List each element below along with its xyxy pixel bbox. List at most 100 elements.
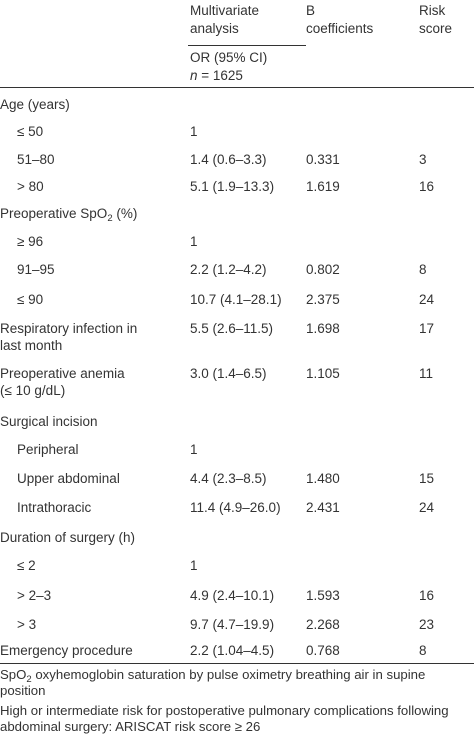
footnote-spo2-sub: 2 bbox=[26, 674, 32, 685]
row-label: Surgical incision bbox=[0, 413, 98, 430]
table-row: Peripheral 1 bbox=[0, 441, 474, 462]
cell-or: 1 bbox=[190, 234, 198, 249]
cell-risk-score: 16 bbox=[419, 179, 435, 194]
row-label: Preoperative SpO2 (%) bbox=[0, 205, 138, 224]
table-row: ≤ 90 10.7 (4.1–28.1) 2.375 24 bbox=[0, 291, 474, 312]
cell-b-coefficient: 1.593 bbox=[306, 588, 340, 603]
table-row: Preoperative SpO2 (%) bbox=[0, 205, 474, 226]
table-row: Respiratory infection in last month 5.5 (2… bbox=[0, 320, 474, 356]
cell-b-coefficient: 0.768 bbox=[306, 643, 340, 658]
cell-or: 4.4 (2.3–8.5) bbox=[190, 471, 267, 486]
row-label: Upper abdominal bbox=[17, 470, 120, 487]
row-label: > 2–3 bbox=[17, 587, 51, 604]
cell-or: 10.7 (4.1–28.1) bbox=[190, 292, 282, 307]
row-label: ≥ 96 bbox=[17, 233, 43, 250]
table-row: ≤ 2 1 bbox=[0, 557, 474, 578]
header-or: OR (95% CI) n = 1625 bbox=[190, 49, 267, 84]
cell-or: 1 bbox=[190, 442, 198, 457]
cell-b-coefficient: 1.619 bbox=[306, 179, 340, 194]
bottom-rule bbox=[0, 663, 474, 664]
row-label: > 80 bbox=[17, 178, 44, 195]
row-label-line1: Duration of surgery (h) bbox=[0, 530, 136, 545]
row-label-line2: last month bbox=[0, 338, 63, 353]
header-b-coefficients: B coefficients bbox=[306, 2, 373, 37]
header-n-value: = 1625 bbox=[197, 67, 243, 83]
cell-b-coefficient: 0.331 bbox=[306, 152, 340, 167]
row-label: 51–80 bbox=[17, 151, 55, 168]
row-label-line1: ≤ 50 bbox=[17, 124, 44, 139]
cell-or: 1.4 (0.6–3.3) bbox=[190, 152, 267, 167]
header-n: n = 1625 bbox=[190, 67, 267, 85]
cell-b-coefficient: 1.480 bbox=[306, 471, 340, 486]
row-label: Emergency procedure bbox=[0, 642, 133, 659]
row-label-text: Preoperative SpO bbox=[0, 206, 108, 221]
cell-b-coefficient: 1.105 bbox=[306, 366, 340, 381]
cell-or: 9.7 (4.7–19.9) bbox=[190, 617, 275, 632]
table-row: Age (years) bbox=[0, 96, 474, 117]
header-b-line1: B bbox=[306, 3, 316, 18]
row-label: Intrathoracic bbox=[17, 499, 91, 516]
table-row: Surgical incision bbox=[0, 413, 474, 434]
header-b-line2: coefficients bbox=[306, 20, 374, 36]
cell-b-coefficient: 2.431 bbox=[306, 500, 340, 515]
header-risk-line1: Risk bbox=[419, 3, 446, 18]
row-label-line1: Emergency procedure bbox=[0, 643, 133, 658]
table-row: 91–95 2.2 (1.2–4.2) 0.802 8 bbox=[0, 261, 474, 282]
table-row: > 80 5.1 (1.9–13.3) 1.619 16 bbox=[0, 178, 474, 199]
cell-or: 1 bbox=[190, 124, 198, 139]
table-row: > 3 9.7 (4.7–19.9) 2.268 23 bbox=[0, 616, 474, 637]
row-label-line1: ≤ 90 bbox=[17, 292, 44, 307]
cell-risk-score: 24 bbox=[419, 292, 435, 307]
row-label: ≤ 50 bbox=[17, 123, 43, 140]
header-rule bbox=[0, 87, 474, 88]
row-label-subscript: 2 bbox=[107, 213, 113, 224]
row-label: Peripheral bbox=[17, 441, 79, 458]
row-label-line1: > 2–3 bbox=[17, 588, 52, 603]
footnote-spo2-term: SpO bbox=[0, 667, 27, 682]
table-row: Preoperative anemia (≤ 10 g/dL) 3.0 (1.4–6… bbox=[0, 365, 474, 401]
header-multivariate-line1: Multivariate bbox=[190, 3, 260, 18]
row-label-line1: Preoperative anemia bbox=[0, 366, 125, 381]
header-risk-score: Risk score bbox=[419, 2, 452, 37]
row-label: > 3 bbox=[17, 616, 36, 633]
cell-risk-score: 8 bbox=[419, 643, 427, 658]
row-label: Age (years) bbox=[0, 96, 70, 113]
row-label-unit: (%) bbox=[112, 206, 138, 221]
footnote-spo2: SpO2 oxyhemoglobin saturation by pulse o… bbox=[0, 667, 474, 699]
table-row: Emergency procedure 2.2 (1.04–4.5) 0.768 8 bbox=[0, 642, 474, 663]
cell-risk-score: 17 bbox=[419, 321, 435, 336]
row-label-line1: Age (years) bbox=[0, 97, 70, 112]
row-label: 91–95 bbox=[17, 261, 55, 278]
row-label-line1: Upper abdominal bbox=[17, 471, 120, 486]
cell-or: 4.9 (2.4–10.1) bbox=[190, 588, 275, 603]
row-label-line1: Respiratory infection in bbox=[0, 321, 138, 336]
table-row: 51–80 1.4 (0.6–3.3) 0.331 3 bbox=[0, 151, 474, 172]
row-label: Respiratory infection in last month bbox=[0, 320, 137, 354]
row-label-line1: Surgical incision bbox=[0, 414, 98, 429]
row-label-line1: Intrathoracic bbox=[17, 500, 92, 515]
cell-or: 2.2 (1.04–4.5) bbox=[190, 643, 275, 658]
header-multivariate: Multivariate analysis bbox=[190, 2, 259, 37]
cell-b-coefficient: 0.802 bbox=[306, 262, 340, 277]
cell-or: 11.4 (4.9–26.0) bbox=[190, 500, 281, 515]
header-risk-line2: score bbox=[419, 20, 453, 36]
cell-or: 3.0 (1.4–6.5) bbox=[190, 366, 267, 381]
cell-or: 1 bbox=[190, 558, 198, 573]
row-label: Preoperative anemia (≤ 10 g/dL) bbox=[0, 365, 125, 399]
cell-risk-score: 23 bbox=[419, 617, 435, 632]
row-label-line1: Peripheral bbox=[17, 442, 79, 457]
row-label-line1: > 3 bbox=[17, 617, 37, 632]
cell-or: 5.5 (2.6–11.5) bbox=[190, 321, 274, 336]
row-label: ≤ 2 bbox=[17, 557, 36, 574]
row-label-line1: ≤ 2 bbox=[17, 558, 36, 573]
header-sub-rule bbox=[188, 45, 306, 46]
header-multivariate-line2: analysis bbox=[190, 20, 239, 36]
cell-risk-score: 15 bbox=[419, 471, 435, 486]
row-label-line1: 51–80 bbox=[17, 152, 55, 167]
cell-or: 5.1 (1.9–13.3) bbox=[190, 179, 275, 194]
cell-or: 2.2 (1.2–4.2) bbox=[190, 262, 267, 277]
footnote-spo2-text: oxyhemoglobin saturation by pulse oximet… bbox=[0, 667, 426, 698]
header-n-symbol: n bbox=[190, 67, 198, 83]
row-label-line1: ≥ 96 bbox=[17, 234, 44, 249]
